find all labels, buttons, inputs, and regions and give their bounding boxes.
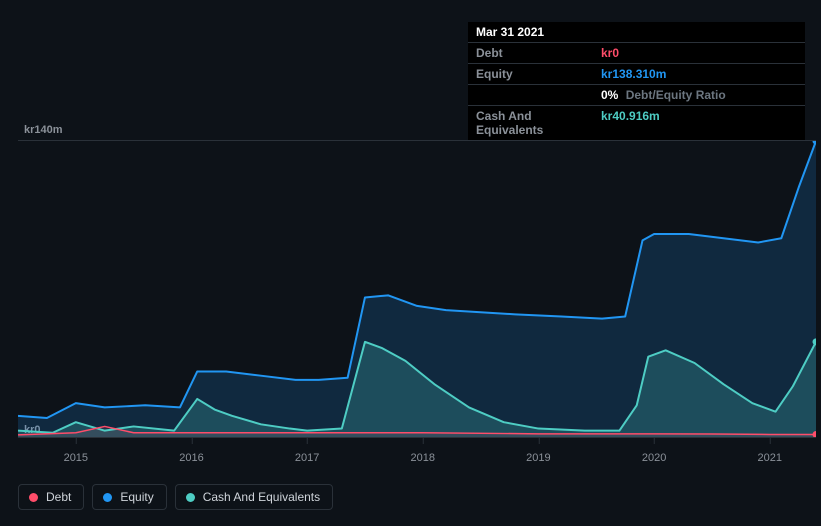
legend-item-equity[interactable]: Equity (92, 484, 166, 510)
chart-tooltip: Mar 31 2021 Debt kr0 Equity kr138.310m 0… (468, 22, 805, 140)
legend-label: Debt (46, 490, 71, 504)
legend-label: Equity (120, 490, 153, 504)
debt-dot-icon (29, 493, 38, 502)
x-tick: 2015 (64, 452, 88, 464)
equity-dot-icon (103, 493, 112, 502)
y-axis-label-top: kr140m (24, 124, 63, 136)
debt-equity-chart: Mar 31 2021 Debt kr0 Equity kr138.310m 0… (0, 0, 821, 526)
x-axis: 2015201620172018201920202021 (18, 438, 816, 458)
tooltip-ratio-spacer (476, 88, 601, 102)
x-tick: 2018 (411, 452, 435, 464)
legend-item-cash[interactable]: Cash And Equivalents (175, 484, 333, 510)
plot-area[interactable] (18, 140, 816, 438)
tooltip-cash-value: kr40.916m (601, 109, 660, 137)
legend-label: Cash And Equivalents (203, 490, 320, 504)
x-tick: 2017 (295, 452, 319, 464)
tooltip-debt-value: kr0 (601, 46, 619, 60)
tooltip-cash-label: Cash And Equivalents (476, 109, 601, 137)
chart-legend: Debt Equity Cash And Equivalents (18, 484, 333, 510)
legend-item-debt[interactable]: Debt (18, 484, 84, 510)
x-tick: 2021 (757, 452, 781, 464)
x-tick: 2020 (642, 452, 666, 464)
x-tick: 2016 (179, 452, 203, 464)
tooltip-ratio-text: Debt/Equity Ratio (626, 88, 726, 102)
tooltip-equity-value: kr138.310m (601, 67, 666, 81)
tooltip-equity-label: Equity (476, 67, 601, 81)
cash-dot-icon (186, 493, 195, 502)
x-tick: 2019 (526, 452, 550, 464)
tooltip-ratio-pct: 0% (601, 88, 618, 102)
tooltip-date: Mar 31 2021 (476, 25, 544, 39)
tooltip-debt-label: Debt (476, 46, 601, 60)
